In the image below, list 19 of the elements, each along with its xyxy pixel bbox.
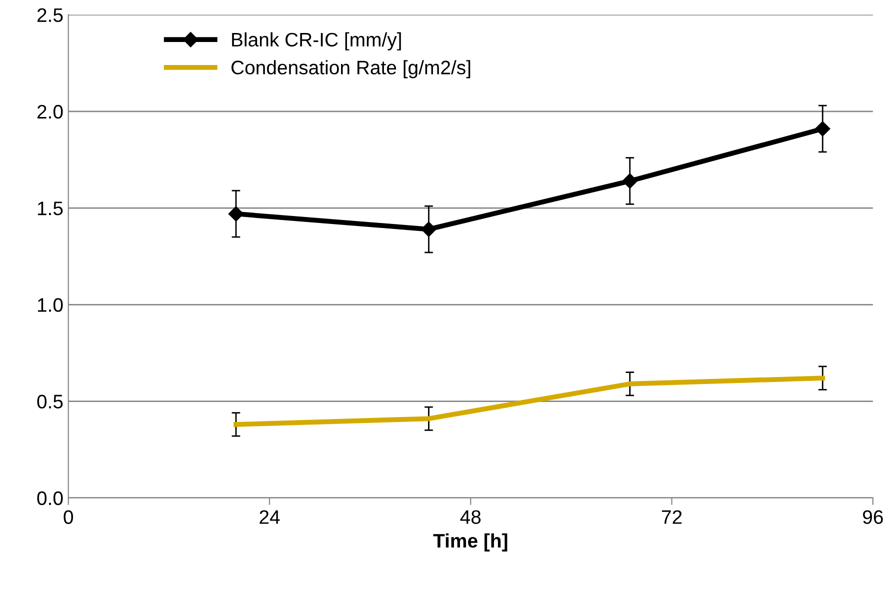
- x-tick-label: 96: [863, 510, 883, 524]
- line-series: [234, 376, 826, 427]
- legend-label: Blank CR-IC [mm/y]: [232, 32, 401, 50]
- y-tick-label: 0.5: [37, 394, 63, 408]
- y-tick-label: 1.5: [38, 202, 63, 216]
- x-tick-label: 48: [460, 510, 481, 524]
- legend-label: Condensation Rate [g/m2/s]: [231, 60, 470, 78]
- point: [815, 121, 830, 136]
- x-axis-title: Time [h]: [433, 533, 508, 552]
- y-tick-label: 2.0: [37, 104, 63, 119]
- y-tick-label: 1.0: [38, 298, 63, 312]
- y-tick-label: 2.5: [37, 8, 63, 22]
- point: [421, 222, 436, 237]
- point: [228, 206, 244, 222]
- x-tick-label: 72: [662, 510, 682, 524]
- x-tick-label: 24: [260, 510, 280, 524]
- y-tick-label: 0.0: [37, 491, 63, 506]
- x-tick-label: 0: [64, 510, 74, 524]
- point: [622, 173, 638, 189]
